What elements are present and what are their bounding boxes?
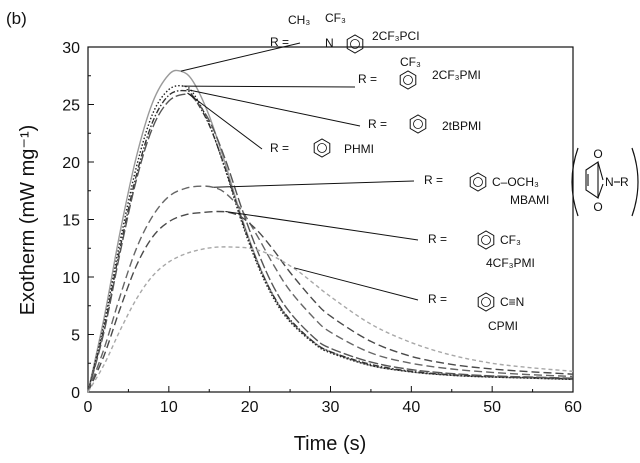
compound-label-2cf3pci: 2CF₃PCI (372, 29, 420, 43)
panel-label: (b) (6, 9, 27, 28)
leader-line-2cf3pmi (183, 85, 356, 88)
leader-line-2tbpmi (186, 89, 361, 127)
x-tick-label: 10 (160, 399, 178, 416)
left-paren (571, 147, 579, 217)
benzene-ring-mbami (469, 172, 487, 192)
series-line-2tbpmi (87, 89, 574, 393)
series-line-phmi (87, 93, 574, 393)
substituent-label: CF₃ (400, 55, 421, 69)
y-tick-label: 0 (71, 385, 80, 402)
benzene-ring-2cf3pmi (399, 70, 417, 90)
compound-label-2tbpmi: 2tBPMI (442, 119, 481, 133)
substituent-label: CF₃ (325, 11, 346, 25)
right-paren (631, 147, 639, 217)
x-axis-title: Time (s) (294, 433, 367, 455)
methyl-label: CH₃ (288, 13, 310, 27)
maleimide-core-structure: O O N R (571, 147, 639, 217)
x-tick-label: 30 (322, 399, 340, 416)
benzene-ring-phmi (313, 138, 331, 158)
plot-frame (87, 46, 574, 393)
compound-label-4cf3pmi: 4CF₃PMI (486, 256, 535, 270)
series-lines (87, 69, 574, 393)
series-line-mbami (87, 185, 574, 393)
y-tick-label: 25 (62, 98, 80, 115)
leader-line-cpmi (293, 267, 419, 301)
y-tick-label: 30 (62, 40, 80, 57)
series-line-cpmi (87, 246, 574, 393)
substituent-label: C≡N (500, 295, 524, 309)
y-tick-label: 15 (62, 213, 80, 230)
leader-line-phmi (187, 92, 263, 150)
leader-line-2cf3pci (180, 42, 301, 72)
r-prefix: R = (270, 35, 289, 49)
y-tick-label: 20 (62, 155, 80, 172)
svg-text:O: O (593, 200, 602, 214)
y-axis-title: Exotherm (mW mg⁻¹) (17, 125, 39, 316)
series-line-2cf3pci (87, 69, 574, 393)
r-prefix: R = (270, 141, 289, 155)
annotations: R = CF₃ CH₃ N 2CF₃PCI R = CF₃ 2CF₃PMI R = 2tBPMI R… (180, 11, 549, 333)
series-line-4cf3pmi (87, 210, 574, 393)
x-tick-label: 0 (84, 399, 93, 416)
r-prefix: R = (428, 232, 447, 246)
compound-label-mbami: MBAMI (510, 193, 549, 207)
maleimide-r-label: R (620, 175, 629, 189)
x-tick-label: 20 (241, 399, 259, 416)
x-tick-label: 60 (564, 399, 582, 416)
series-line-2cf3pmi (87, 85, 574, 393)
r-prefix: R = (368, 117, 387, 131)
benzene-ring-4cf3pmi (477, 230, 495, 250)
substituent-label: CF₃ (500, 233, 521, 247)
x-tick-label: 50 (483, 399, 501, 416)
svg-text:O: O (593, 147, 602, 161)
x-tick-label: 40 (402, 399, 420, 416)
compound-label-cpmi: CPMI (488, 319, 518, 333)
substituent-label: C–OCH₃ (492, 175, 539, 189)
benzene-ring-2cf3pci (346, 34, 364, 54)
r-prefix: R = (358, 72, 377, 86)
axis-ticks: 0 10 20 30 40 50 60 0 5 10 15 20 25 30 (62, 40, 582, 416)
n-atom-label: N (325, 36, 334, 50)
y-tick-label: 10 (62, 270, 80, 287)
leader-line-mbami (213, 180, 415, 188)
compound-label-phmi: PHMI (344, 142, 374, 156)
r-prefix: R = (428, 292, 447, 306)
y-tick-label: 5 (71, 328, 80, 345)
compound-label-2cf3pmi: 2CF₃PMI (432, 68, 481, 82)
leader-line-4cf3pmi (225, 210, 419, 241)
maleimide-n-label: N (605, 175, 614, 189)
r-prefix: R = (424, 173, 443, 187)
benzene-ring-2tbpmi (409, 114, 427, 134)
benzene-ring-cpmi (477, 292, 495, 312)
